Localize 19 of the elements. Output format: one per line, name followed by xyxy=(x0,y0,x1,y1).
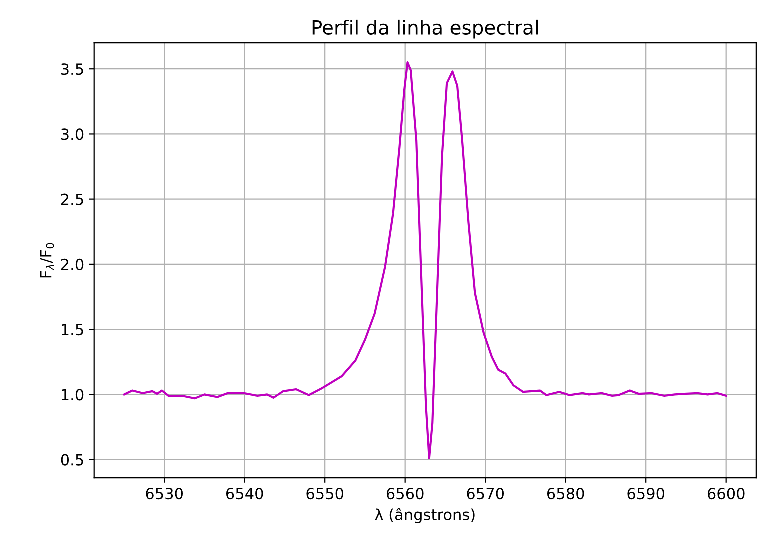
y-tick-label: 2.0 xyxy=(61,258,84,270)
x-tick-label: 6580 xyxy=(547,488,584,500)
chart-title: Perfil da linha espectral xyxy=(312,20,538,39)
y-axis-title: F$_{λ}$/F$_{0}$ xyxy=(40,243,54,278)
x-axis-title: λ (ângstrons) xyxy=(375,508,475,524)
y-tick-label: 1.0 xyxy=(62,389,84,401)
x-tick-label: 6590 xyxy=(628,488,665,500)
x-tick-label: 6550 xyxy=(306,488,344,500)
x-tick-label: 6570 xyxy=(467,488,504,500)
y-tick-label: 2.5 xyxy=(61,194,84,206)
y-tick-label: 0.5 xyxy=(61,454,84,466)
x-tick-label: 6600 xyxy=(708,488,745,500)
y-tick-label: 1.5 xyxy=(62,324,84,336)
x-tick-label: 6530 xyxy=(146,488,184,500)
x-tick-label: 6560 xyxy=(386,488,424,500)
line-series xyxy=(123,62,728,460)
x-tick-label: 6540 xyxy=(226,488,264,500)
y-tick-label: 3.0 xyxy=(62,128,84,140)
y-tick-label: 3.5 xyxy=(62,64,84,76)
